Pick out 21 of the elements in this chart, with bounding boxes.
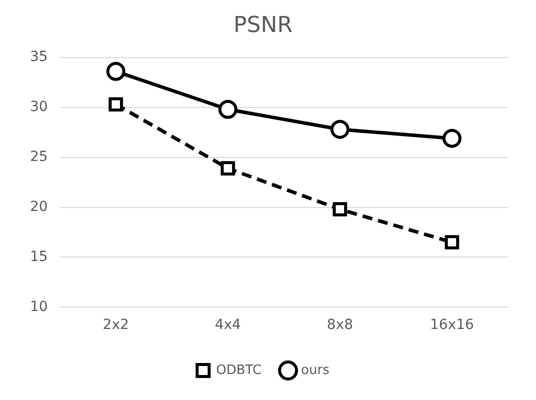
y-tick-label: 25 — [30, 148, 48, 165]
y-tick-label: 15 — [30, 248, 48, 265]
point — [218, 100, 238, 119]
x-tick-label: 4x4 — [214, 317, 242, 334]
point — [108, 97, 123, 112]
point — [442, 128, 462, 148]
y-tick-label: 35 — [30, 49, 48, 66]
point — [330, 120, 350, 139]
point — [444, 235, 460, 250]
legend-label: ODBTC — [216, 362, 262, 378]
point — [106, 62, 126, 81]
point — [220, 161, 236, 176]
chart-title: PSNR — [234, 12, 292, 38]
x-tick-label: 8x8 — [326, 317, 353, 334]
x-tick-label: 2x2 — [102, 317, 129, 334]
x-tick-label: 16x16 — [430, 317, 474, 334]
y-tick-label: 10 — [30, 298, 48, 315]
y-tick-label: 30 — [30, 99, 48, 115]
point — [332, 202, 348, 216]
legend-label: ours — [301, 362, 330, 378]
y-tick-label: 20 — [30, 198, 48, 215]
